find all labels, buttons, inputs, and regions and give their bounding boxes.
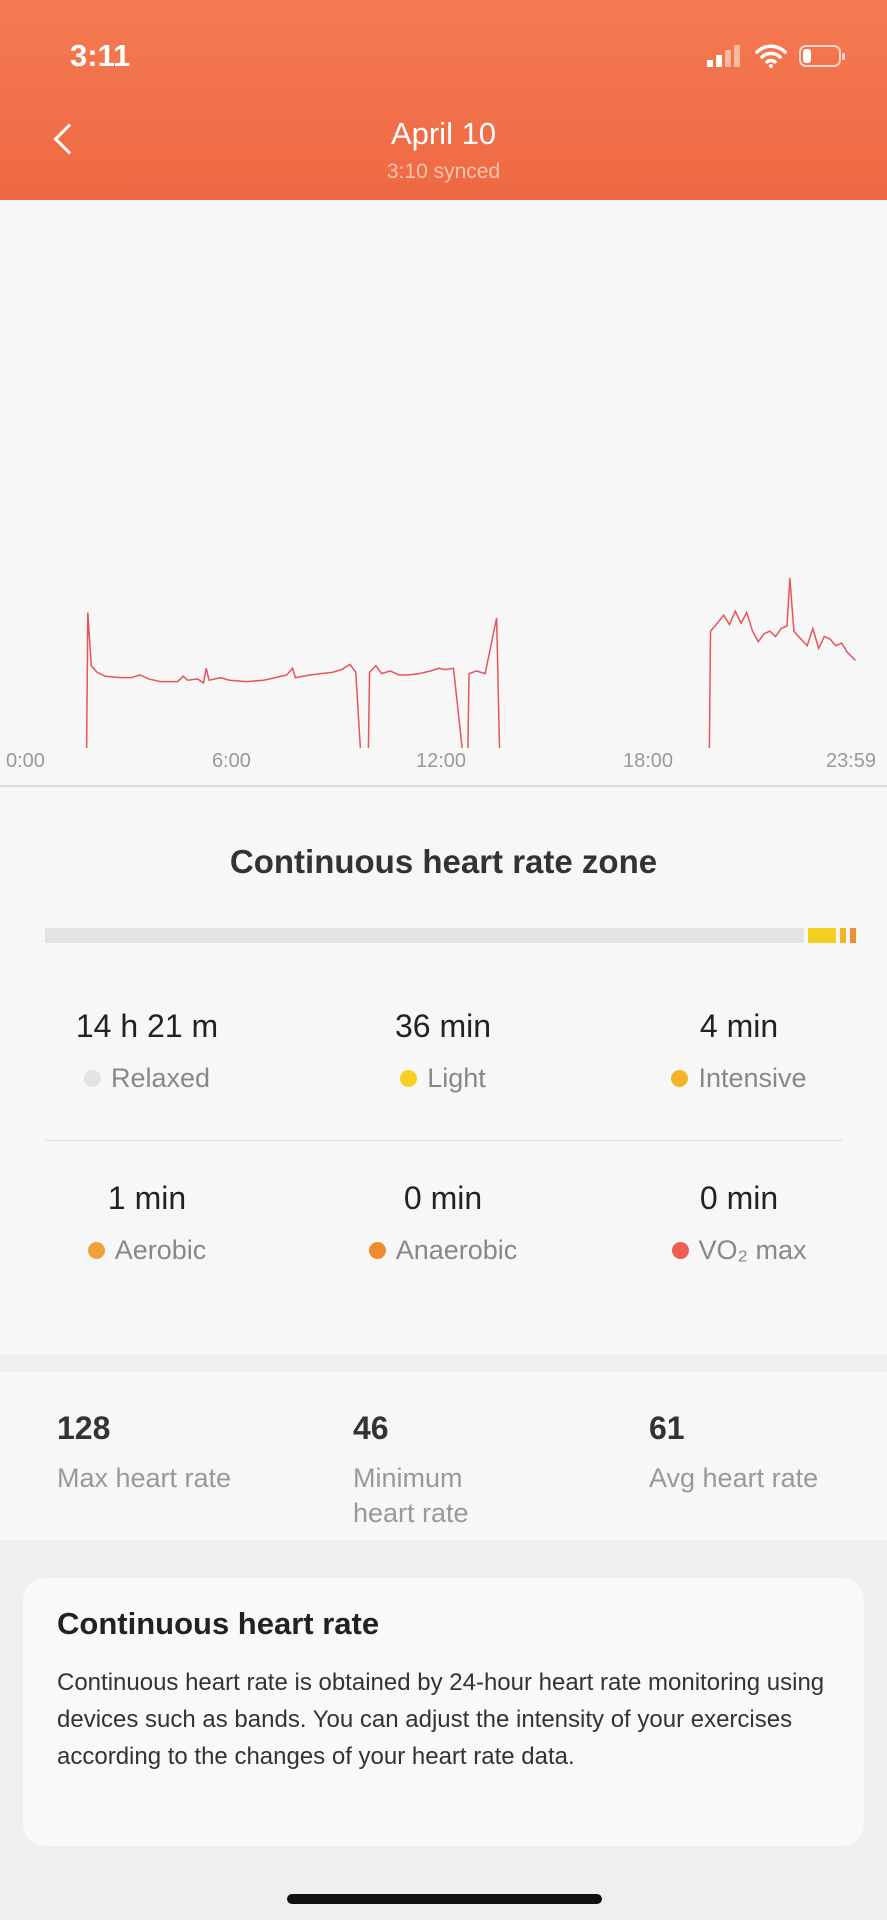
signal-icon <box>707 45 740 67</box>
wifi-icon <box>755 44 787 68</box>
x-tick: 6:00 <box>212 750 251 772</box>
zone-vo-max: 0 min VO₂ max <box>592 1180 886 1266</box>
zone-value: 36 min <box>394 1008 492 1044</box>
stat-value: 128 <box>57 1410 111 1446</box>
stat-label: Avg heart rate <box>649 1463 819 1493</box>
zone-light: 36 min Light <box>296 1008 590 1094</box>
chart-baseline <box>0 785 887 787</box>
chart-panel <box>0 200 887 1355</box>
x-tick: 12:00 <box>416 750 467 772</box>
stat-value: 46 <box>353 1410 389 1446</box>
x-tick: 23:59 <box>826 750 877 772</box>
page-title: April 10 <box>390 116 497 151</box>
zone-anaerobic: 0 min Anaerobic <box>296 1180 590 1266</box>
zone-label: Relaxed <box>110 1063 211 1093</box>
heart-rate-chart[interactable] <box>0 200 887 790</box>
zone-value: 1 min <box>107 1180 187 1216</box>
stat-label: Minimum heart rate <box>353 1463 469 1528</box>
zone-label-row: VO₂ max <box>592 1235 886 1266</box>
battery-icon <box>799 45 845 67</box>
zone-dot-icon <box>83 1070 101 1087</box>
zone-label: Intensive <box>698 1063 807 1093</box>
zone-relaxed: 14 h 21 m Relaxed <box>0 1008 294 1094</box>
zone-dot-icon <box>368 1242 386 1259</box>
zone-title: Continuous heart rate zone <box>229 843 658 880</box>
header: 3:11 April 10 3:10 synced <box>0 0 887 200</box>
home-indicator[interactable] <box>287 1894 602 1904</box>
heart-rate-line-segment <box>708 577 856 749</box>
x-tick: 0:00 <box>6 750 45 772</box>
zone-intensive: 4 min Intensive <box>592 1008 886 1094</box>
heart-rate-line-segment <box>85 612 362 749</box>
zone-label: Light <box>427 1063 486 1093</box>
zone-label-row: Light <box>296 1063 590 1094</box>
zone-value: 14 h 21 m <box>75 1008 219 1044</box>
zone-value: 0 min <box>699 1180 779 1216</box>
zone-bar-intensive <box>839 928 846 943</box>
zone-dot-icon <box>671 1242 689 1259</box>
zone-aerobic: 1 min Aerobic <box>0 1180 294 1266</box>
zone-bar-aerobic <box>849 928 856 943</box>
zone-label-row: Relaxed <box>0 1063 294 1094</box>
stat-value: 61 <box>649 1410 685 1446</box>
zone-label: VO₂ max <box>698 1235 807 1265</box>
heart-rate-line-segment <box>467 617 501 749</box>
info-text: Continuous heart rate is obtained by 24-… <box>57 1669 825 1770</box>
zone-label-row: Anaerobic <box>296 1235 590 1266</box>
zone-bar-light <box>807 928 836 943</box>
zone-dot-icon <box>400 1070 418 1087</box>
status-time: 3:11 <box>70 38 131 73</box>
zone-bar-relaxed <box>45 928 804 943</box>
info-card: Continuous heart rate Continuous heart r… <box>23 1578 864 1846</box>
zone-label-row: Intensive <box>592 1063 886 1094</box>
summary-stats: 128 Max heart rate 46 Minimum heart rate 6… <box>0 1372 887 1540</box>
sync-status: 3:10 synced <box>386 160 501 183</box>
zone-label-row: Aerobic <box>0 1235 294 1266</box>
avg-heart-rate: 61 Avg heart rate <box>649 1410 887 1496</box>
status-icons <box>707 44 847 68</box>
heart-rate-line-segment <box>367 664 463 749</box>
zone-dot-icon <box>671 1070 689 1087</box>
zone-dot-icon <box>87 1242 105 1259</box>
zone-value: 0 min <box>403 1180 483 1216</box>
info-title: Continuous heart rate <box>57 1606 380 1641</box>
x-tick: 18:00 <box>623 750 674 772</box>
max-heart-rate: 128 Max heart rate <box>57 1410 317 1496</box>
stat-label: Max heart rate <box>57 1463 232 1493</box>
zone-label: Anaerobic <box>395 1235 518 1265</box>
zone-label: Aerobic <box>114 1235 207 1265</box>
divider <box>45 1140 842 1141</box>
zone-value: 4 min <box>699 1008 779 1044</box>
minimum-heart-rate: 46 Minimum heart rate <box>353 1410 513 1531</box>
